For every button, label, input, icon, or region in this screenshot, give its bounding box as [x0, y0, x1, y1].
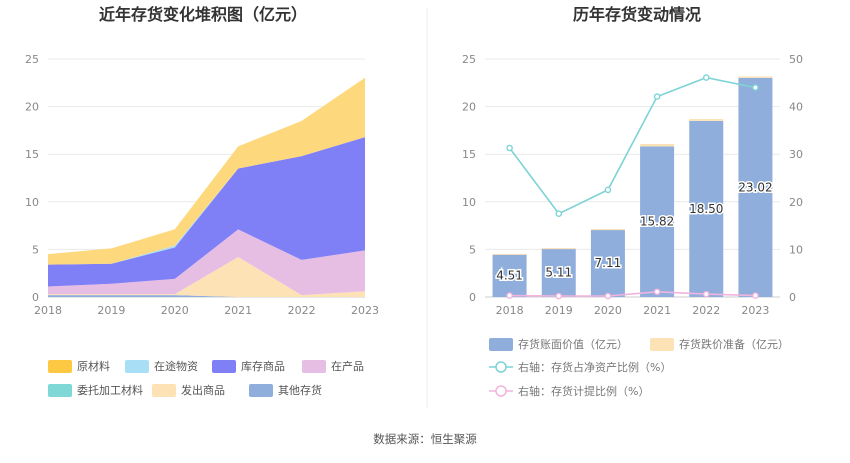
- right-y-tick: 0: [469, 291, 476, 304]
- left-x-tick: 2019: [97, 304, 125, 317]
- legend-label[interactable]: 库存商品: [241, 359, 285, 373]
- legend-label[interactable]: 委托加工材料: [77, 383, 143, 397]
- left-x-tick: 2023: [351, 304, 379, 317]
- line-point: [752, 84, 759, 91]
- left-y-tick: 25: [25, 53, 39, 66]
- inventory-change-chart: 0 5 10 15 20 25 0 10 20 30 40 50 2018 2019 2020 2021 202…: [462, 53, 803, 317]
- data-source-text: 数据来源：恒生聚源: [373, 432, 477, 446]
- right-y-tick: 25: [462, 53, 476, 66]
- legend-label[interactable]: 原材料: [77, 359, 110, 373]
- left-x-tick: 2018: [34, 304, 62, 317]
- legend-marker: [495, 361, 507, 373]
- legend-label[interactable]: 右轴：存货占净资产比例（%）: [518, 360, 671, 374]
- right-y2-tick: 30: [789, 148, 803, 161]
- right-y-tick: 20: [462, 101, 476, 114]
- bar-value-label: 15.82: [640, 215, 674, 229]
- bar-book-value: [689, 120, 724, 297]
- line-右轴：存货计提比例（%）: [509, 290, 756, 297]
- area-在产品: [48, 229, 365, 296]
- legend-swatch: [249, 384, 273, 397]
- right-x-tick: 2019: [545, 304, 573, 317]
- right-y2-tick: 40: [789, 101, 803, 114]
- bar-value-label: 7.11: [595, 256, 622, 270]
- line-point: [604, 292, 612, 300]
- legend-label[interactable]: 发出商品: [181, 383, 225, 397]
- legend-label[interactable]: 存货账面价值（亿元）: [518, 337, 628, 351]
- bar-provision: [689, 118, 724, 121]
- right-x-tick: 2021: [643, 304, 671, 317]
- right-x-tick: 2023: [741, 304, 769, 317]
- bar-provision: [492, 253, 527, 255]
- bar-provision: [738, 76, 773, 78]
- right-y2-tick: 10: [789, 243, 803, 256]
- area-发出商品: [48, 257, 365, 297]
- legend-swatch: [212, 360, 236, 373]
- line-point: [506, 144, 513, 152]
- right-x-tick: 2020: [594, 304, 622, 317]
- right-y2-tick: 50: [789, 53, 803, 66]
- legend-label[interactable]: 右轴：存货计提比例（%）: [518, 384, 649, 398]
- right-x-tick: 2022: [692, 304, 720, 317]
- legend-swatch: [48, 360, 72, 373]
- bar-provision: [541, 248, 576, 250]
- left-y-tick: 10: [25, 196, 39, 209]
- left-y-tick: 0: [32, 291, 39, 304]
- bar-book-value: [541, 248, 576, 297]
- right-y2-tick: 0: [789, 291, 796, 304]
- left-x-tick: 2022: [288, 304, 316, 317]
- right-legend: 存货账面价值（亿元） 存货跌价准备（亿元） 右轴：存货占净资产比例（%） 右轴：存货计…: [489, 337, 789, 398]
- line-point: [604, 186, 612, 194]
- left-y-tick: 5: [32, 243, 39, 256]
- line-point: [752, 292, 759, 299]
- bar-book-value: [738, 77, 773, 297]
- left-chart-title: 近年存货变化堆积图（亿元）: [99, 5, 307, 24]
- bar-provision: [640, 144, 675, 147]
- area-库存商品: [48, 137, 365, 287]
- right-y2-tick: 20: [789, 196, 803, 209]
- area-其他存货: [48, 295, 365, 297]
- bar-value-label: 18.50: [689, 202, 723, 216]
- legend-swatch: [125, 360, 149, 373]
- right-y-tick: 10: [462, 196, 476, 209]
- right-y-tick: 15: [462, 148, 476, 161]
- line-右轴：存货占净资产比例（%）: [508, 76, 756, 215]
- bar-value-label: 23.02: [738, 180, 772, 194]
- legend-swatch: [650, 338, 674, 351]
- legend-swatch: [302, 360, 326, 373]
- legend-label[interactable]: 存货跌价准备（亿元）: [679, 337, 789, 351]
- right-chart-title: 历年存货变动情况: [573, 5, 701, 24]
- legend-label[interactable]: 其他存货: [278, 383, 322, 397]
- line-point: [506, 292, 513, 299]
- left-y-tick: 15: [25, 148, 39, 161]
- stacked-area-chart: 0 5 10 15 20 25 2018 2019 2020 2021 2022 2023: [25, 53, 379, 317]
- bar-value-label: 4.51: [496, 269, 523, 283]
- line-point: [653, 93, 661, 100]
- legend-marker: [495, 385, 507, 397]
- right-x-tick: 2018: [496, 304, 524, 317]
- legend-swatch: [48, 384, 72, 397]
- left-y-tick: 20: [25, 101, 39, 114]
- bar-book-value: [492, 254, 527, 297]
- left-x-tick: 2021: [224, 304, 252, 317]
- bar-provision: [590, 229, 625, 231]
- line-point: [653, 288, 661, 296]
- bar-book-value: [590, 229, 625, 297]
- bar-value-label: 5.11: [545, 266, 572, 280]
- line-point: [702, 290, 710, 298]
- legend-swatch: [152, 384, 176, 397]
- line-point: [702, 74, 710, 81]
- legend-swatch: [489, 338, 513, 351]
- right-y-tick: 5: [469, 243, 476, 256]
- bar-book-value: [640, 146, 675, 297]
- legend-label[interactable]: 在途物资: [154, 359, 198, 373]
- left-x-tick: 2020: [161, 304, 189, 317]
- line-point: [555, 292, 563, 300]
- line-point: [555, 210, 563, 217]
- legend-label[interactable]: 在产品: [331, 359, 364, 373]
